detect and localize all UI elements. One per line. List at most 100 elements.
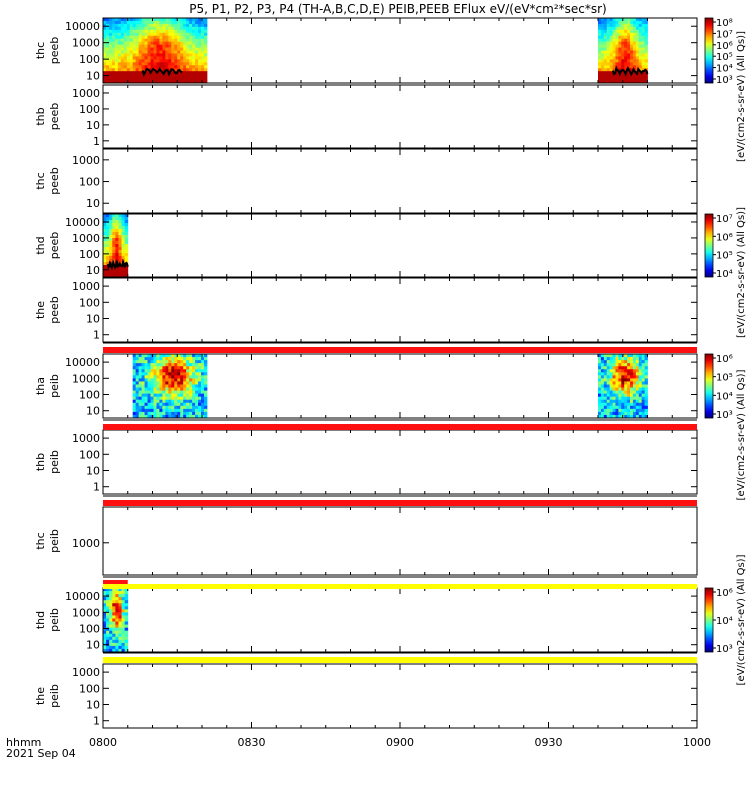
y-tick-label: 1 (93, 481, 100, 494)
y-tick-label: 100 (79, 176, 100, 189)
quality-flag-bar (103, 424, 697, 430)
panel-probe-label: thc (34, 532, 47, 549)
y-tick-label: 1000 (72, 372, 100, 385)
panel-product-label: peeb (48, 37, 61, 65)
panel-frame (102, 277, 698, 343)
y-tick-label: 1000 (72, 537, 100, 550)
panel-probe-label: the (34, 301, 47, 319)
y-tick-label: 1000 (72, 37, 100, 50)
panel-frame (102, 506, 698, 576)
panel-product-label: peeb (48, 232, 61, 260)
panel-product-label: peib (48, 374, 61, 398)
colorbar-tick-label: 10³ (716, 410, 733, 421)
quality-flag-bar (103, 580, 128, 585)
y-tick-label: 10 (86, 699, 100, 712)
panel-product-label: peib (48, 608, 61, 632)
y-tick-label: 1000 (72, 280, 100, 293)
y-tick-label: 1000 (72, 666, 100, 679)
y-tick-label: 100 (79, 448, 100, 461)
colorbar-tick-label: 10³ (716, 644, 733, 655)
panel-probe-label: the (34, 687, 47, 705)
x-tick-label: 0830 (238, 736, 266, 749)
y-tick-label: 10 (86, 70, 100, 83)
colorbar-label: [eV/(cm2-s-sr-eV) (All Qs)] (736, 369, 747, 500)
panel-probe-label: tha (34, 377, 47, 395)
y-tick-label: 1000 (72, 432, 100, 445)
spectrogram-block (103, 588, 129, 653)
panel-probe-label: thd (34, 611, 47, 629)
panel-probe-label: thd (34, 236, 47, 254)
colorbar-tick-label: 10⁷ (716, 214, 733, 225)
y-tick-label: 100 (79, 53, 100, 66)
spectrogram-block (598, 18, 648, 84)
colorbar-tick-label: 10⁷ (716, 29, 733, 40)
colorbar-tick-label: 10⁶ (716, 354, 733, 365)
colorbar-tick-label: 10⁶ (716, 232, 733, 243)
y-tick-label: 10000 (65, 356, 100, 369)
y-tick-label: 10000 (65, 216, 100, 229)
x-tick-label: 0900 (386, 736, 414, 749)
colorbar-tick-label: 10⁶ (716, 41, 733, 52)
panel-probe-label: thb (34, 453, 47, 471)
y-tick-label: 1000 (72, 87, 100, 100)
colorbar-tick-label: 10⁵ (716, 251, 733, 262)
panel-frame (102, 663, 698, 729)
y-tick-label: 1 (93, 715, 100, 728)
spectrogram-block (132, 354, 208, 419)
y-tick-label: 1000 (72, 232, 100, 245)
panel-probe-label: thc (34, 172, 47, 189)
x-tick-label: 0800 (89, 736, 117, 749)
y-tick-label: 1 (93, 135, 100, 148)
spectrogram-block (103, 18, 208, 84)
y-tick-label: 1 (93, 329, 100, 342)
colorbar (704, 353, 714, 419)
y-tick-label: 10000 (65, 590, 100, 603)
spacecraft-potential-trace (611, 65, 649, 77)
panel-product-label: peeb (48, 103, 61, 131)
spacecraft-potential-trace (107, 258, 129, 271)
y-tick-label: 10 (86, 639, 100, 652)
panel-product-label: peib (48, 684, 61, 708)
y-tick-label: 10 (86, 197, 100, 210)
colorbar-tick-label: 10⁵ (716, 373, 733, 384)
colorbar (704, 587, 714, 653)
quality-flag-bar (103, 657, 697, 663)
colorbar-tick-label: 10³ (716, 75, 733, 86)
y-tick-label: 100 (79, 389, 100, 402)
panel-product-label: peeb (48, 296, 61, 324)
plot-title: P5, P1, P2, P3, P4 (TH-A,B,C,D,E) PEIB,P… (189, 2, 606, 16)
panel-probe-label: thc (34, 42, 47, 59)
spectrogram-block (598, 354, 648, 419)
colorbar-tick-label: 10⁵ (716, 52, 733, 63)
colorbar-tick-label: 10⁴ (716, 616, 733, 627)
quality-flag-bar (103, 584, 697, 589)
y-tick-label: 100 (79, 296, 100, 309)
colorbar (704, 17, 714, 84)
panel-frame (102, 84, 698, 149)
y-tick-label: 100 (79, 248, 100, 261)
spacecraft-potential-trace (141, 66, 183, 77)
y-tick-label: 1000 (72, 606, 100, 619)
y-tick-label: 10 (86, 313, 100, 326)
colorbar-label: [eV/(cm2-s-sr-eV) (All Qs)] (736, 554, 747, 685)
colorbar-tick-label: 10⁸ (716, 18, 733, 29)
colorbar-tick-label: 10⁴ (716, 391, 733, 402)
panel-frame (102, 148, 698, 214)
colorbar-tick-label: 10⁴ (716, 64, 733, 75)
quality-flag-bar (103, 500, 697, 506)
panel-frame (102, 587, 698, 653)
y-tick-label: 10000 (65, 20, 100, 33)
panel-product-label: peeb (48, 167, 61, 195)
y-tick-label: 10 (86, 465, 100, 478)
colorbar-tick-label: 10⁶ (716, 588, 733, 599)
colorbar-label: [eV/(cm2-s-sr-eV) (All Qs)] (736, 207, 747, 338)
x-axis-date: 2021 Sep 04 (6, 747, 76, 760)
y-tick-label: 100 (79, 682, 100, 695)
y-tick-label: 10 (86, 405, 100, 418)
colorbar (704, 213, 714, 278)
colorbar-tick-label: 10⁴ (716, 269, 733, 280)
y-tick-label: 10 (86, 119, 100, 132)
panel-product-label: peib (48, 450, 61, 474)
panel-probe-label: thb (34, 107, 47, 125)
